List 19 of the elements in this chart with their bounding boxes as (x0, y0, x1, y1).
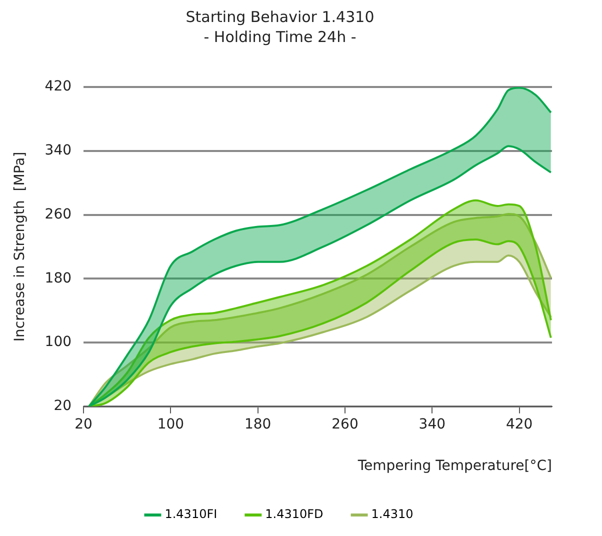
legend-label: 1.4310FI (164, 507, 218, 522)
y-tick-label: 20 (54, 398, 72, 414)
chart-subtitle: - Holding Time 24h - (204, 28, 356, 46)
x-tick-label: 260 (332, 416, 358, 432)
x-axis-title: Tempering Temperature[°C] (356, 458, 552, 474)
legend-label: 1.4310FD (265, 507, 324, 522)
y-tick-label: 340 (44, 142, 72, 159)
y-tick-label: 260 (44, 206, 72, 222)
x-tick-label: 20 (74, 416, 92, 432)
y-tick-label: 420 (44, 78, 72, 95)
legend-label: 1.4310 (371, 507, 414, 522)
x-tick-label: 340 (418, 416, 446, 432)
y-tick-label: 180 (44, 270, 72, 286)
y-axis-title: Increase in Strength [MPa] (12, 152, 28, 342)
chart-title: Starting Behavior 1.4310 (186, 8, 374, 26)
x-tick-label: 100 (157, 416, 184, 432)
y-tick-label: 100 (44, 334, 72, 350)
x-tick-label: 420 (506, 416, 533, 432)
x-tick-label: 180 (244, 416, 272, 432)
